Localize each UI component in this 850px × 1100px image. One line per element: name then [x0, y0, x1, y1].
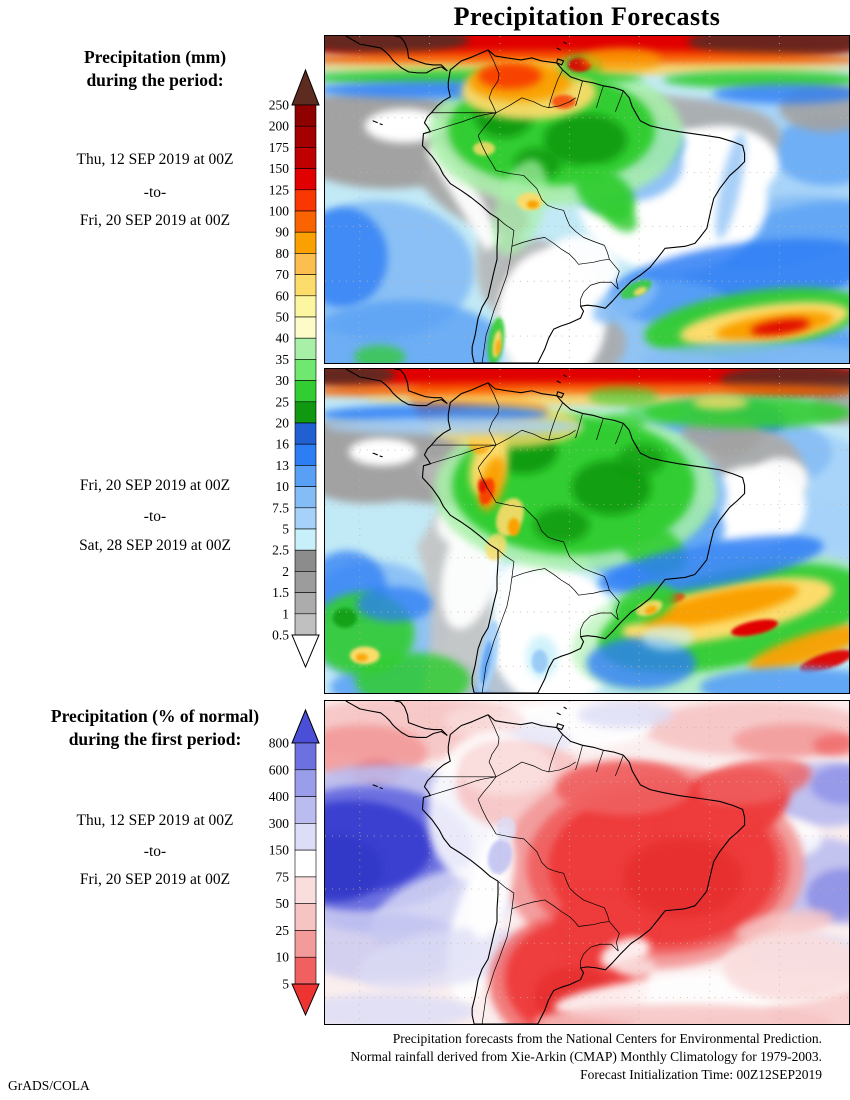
svg-text:40: 40	[276, 331, 290, 346]
svg-text:25: 25	[276, 923, 290, 938]
svg-text:175: 175	[269, 140, 290, 155]
heading-precip-mm-line1: Precipitation (mm)	[83, 47, 227, 67]
heading-precip-mm-line2: during the period:	[86, 70, 224, 90]
svg-text:1.5: 1.5	[272, 585, 289, 600]
svg-text:150: 150	[269, 843, 290, 858]
svg-text:200: 200	[269, 119, 290, 134]
grads-credit: GrADS/COLA	[8, 1078, 90, 1093]
svg-text:100: 100	[269, 204, 290, 219]
map-svg-period1	[325, 36, 849, 363]
svg-text:25: 25	[276, 394, 290, 409]
svg-text:150: 150	[269, 161, 290, 176]
svg-text:30: 30	[276, 373, 290, 388]
footer-note-init-time: Forecast Initialization Time: 00Z12SEP20…	[580, 1067, 822, 1082]
svg-text:400: 400	[269, 789, 290, 804]
footer-notes: Precipitation forecasts from the Nationa…	[262, 1030, 822, 1084]
svg-text:20: 20	[276, 416, 290, 431]
svg-text:10: 10	[276, 479, 290, 494]
svg-text:50: 50	[276, 896, 290, 911]
svg-text:35: 35	[276, 352, 290, 367]
period2-date-from: Fri, 20 SEP 2019 at 00Z	[79, 477, 231, 494]
map-panel-precip-pct-normal	[324, 700, 850, 1025]
svg-text:7.5: 7.5	[272, 500, 289, 515]
period2-date-to: Sat, 28 SEP 2019 at 00Z	[79, 537, 231, 554]
svg-text:300: 300	[269, 816, 290, 831]
svg-text:2: 2	[282, 564, 289, 579]
svg-text:2.5: 2.5	[272, 543, 289, 558]
colorbar-precip-pct: 800 600 400 300 150 75 50 25 10 5	[240, 705, 320, 1027]
period1-date-separator: -to-	[143, 184, 167, 201]
svg-text:16: 16	[276, 437, 290, 452]
svg-text:125: 125	[269, 182, 290, 197]
svg-text:0.5: 0.5	[272, 628, 289, 643]
svg-text:1: 1	[282, 606, 289, 621]
precip-field-period2	[325, 369, 849, 693]
map-panel-precip-mm-period1	[324, 35, 850, 364]
period3-date-from: Thu, 12 SEP 2019 at 00Z	[76, 812, 234, 829]
period1-date-to: Fri, 20 SEP 2019 at 00Z	[79, 212, 231, 229]
page-title: Precipitation Forecasts	[453, 2, 721, 31]
heading-precip-pct: Precipitation (% of normal) during the f…	[0, 705, 310, 751]
map-svg-pct-normal	[325, 701, 849, 1024]
svg-text:50: 50	[276, 310, 290, 325]
period3-date-separator: -to-	[143, 843, 167, 860]
footer-note-source: Precipitation forecasts from the Nationa…	[392, 1031, 822, 1046]
svg-text:5: 5	[282, 522, 289, 537]
period1-date-from: Thu, 12 SEP 2019 at 00Z	[76, 151, 234, 168]
heading-precip-mm: Precipitation (mm) during the period:	[0, 46, 310, 92]
svg-text:90: 90	[276, 225, 290, 240]
svg-text:600: 600	[269, 762, 290, 777]
svg-text:800: 800	[269, 736, 290, 751]
map-svg-period2	[325, 369, 849, 693]
precip-field-pct-normal	[325, 701, 849, 1024]
period3-date-to: Fri, 20 SEP 2019 at 00Z	[79, 871, 231, 888]
svg-text:80: 80	[276, 246, 290, 261]
footer-note-climatology: Normal rainfall derived from Xie-Arkin (…	[350, 1049, 822, 1064]
svg-text:10: 10	[276, 950, 290, 965]
svg-text:70: 70	[276, 267, 290, 282]
colorbar-precip-mm: 250 200 175 150 125 100 90 80 70 60 50 40 35 30 25 20 16…	[240, 65, 320, 678]
heading-precip-pct-line2: during the first period:	[68, 729, 242, 749]
svg-text:5: 5	[282, 977, 289, 992]
map-panel-precip-mm-period2	[324, 368, 850, 694]
precip-field-period1	[325, 36, 849, 363]
period2-date-separator: -to-	[143, 508, 167, 525]
svg-text:60: 60	[276, 288, 290, 303]
svg-text:250: 250	[269, 98, 290, 113]
svg-text:13: 13	[276, 458, 290, 473]
svg-text:75: 75	[276, 869, 290, 884]
heading-precip-pct-line1: Precipitation (% of normal)	[50, 706, 260, 726]
